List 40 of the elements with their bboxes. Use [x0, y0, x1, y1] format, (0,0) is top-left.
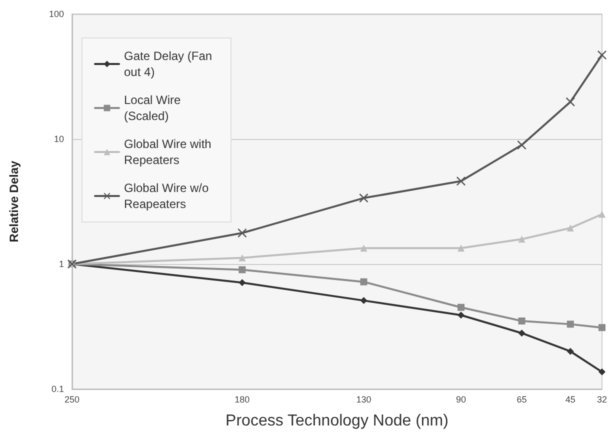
point	[238, 266, 246, 274]
point	[457, 304, 464, 311]
y-tick-label: 100	[48, 9, 64, 19]
y-tick-label: 10	[54, 134, 64, 144]
point	[457, 244, 464, 252]
x-tick-label: 250	[64, 394, 80, 404]
point	[360, 244, 368, 252]
x-tick-label: 90	[456, 394, 466, 404]
legend-label: Global Wire w/o Reapeaters	[124, 181, 212, 211]
point	[517, 140, 526, 150]
y-axis-title: Relative Delay	[7, 160, 21, 242]
point	[456, 176, 466, 186]
point	[598, 324, 606, 332]
point	[518, 330, 526, 337]
point	[359, 194, 368, 203]
point	[598, 210, 606, 218]
point	[238, 254, 246, 262]
point	[518, 317, 526, 324]
x-tick-label: 65	[516, 394, 527, 404]
x-axis-title: Process Technology Node (nm)	[226, 412, 448, 430]
point	[566, 348, 574, 355]
y-tick-label: 1	[58, 259, 64, 269]
point	[566, 97, 575, 106]
point	[238, 279, 246, 286]
point	[566, 320, 574, 328]
point	[566, 224, 574, 232]
x-tick-label: 130	[356, 394, 372, 404]
point	[360, 297, 368, 304]
point	[598, 368, 606, 376]
legend-label: Gate Delay (Fan out 4)	[124, 49, 216, 79]
legend-label: Local Wire (Scaled)	[124, 93, 184, 123]
y-tick-label: 0.1	[51, 384, 64, 394]
point	[457, 312, 464, 319]
legend-label: Global Wire with Repeaters	[124, 137, 215, 167]
x-tick-label: 45	[565, 394, 576, 404]
x-tick-label: 180	[234, 394, 250, 404]
point	[518, 236, 526, 243]
point	[360, 278, 368, 286]
point	[238, 228, 247, 238]
x-tick-label: 32	[596, 394, 607, 404]
